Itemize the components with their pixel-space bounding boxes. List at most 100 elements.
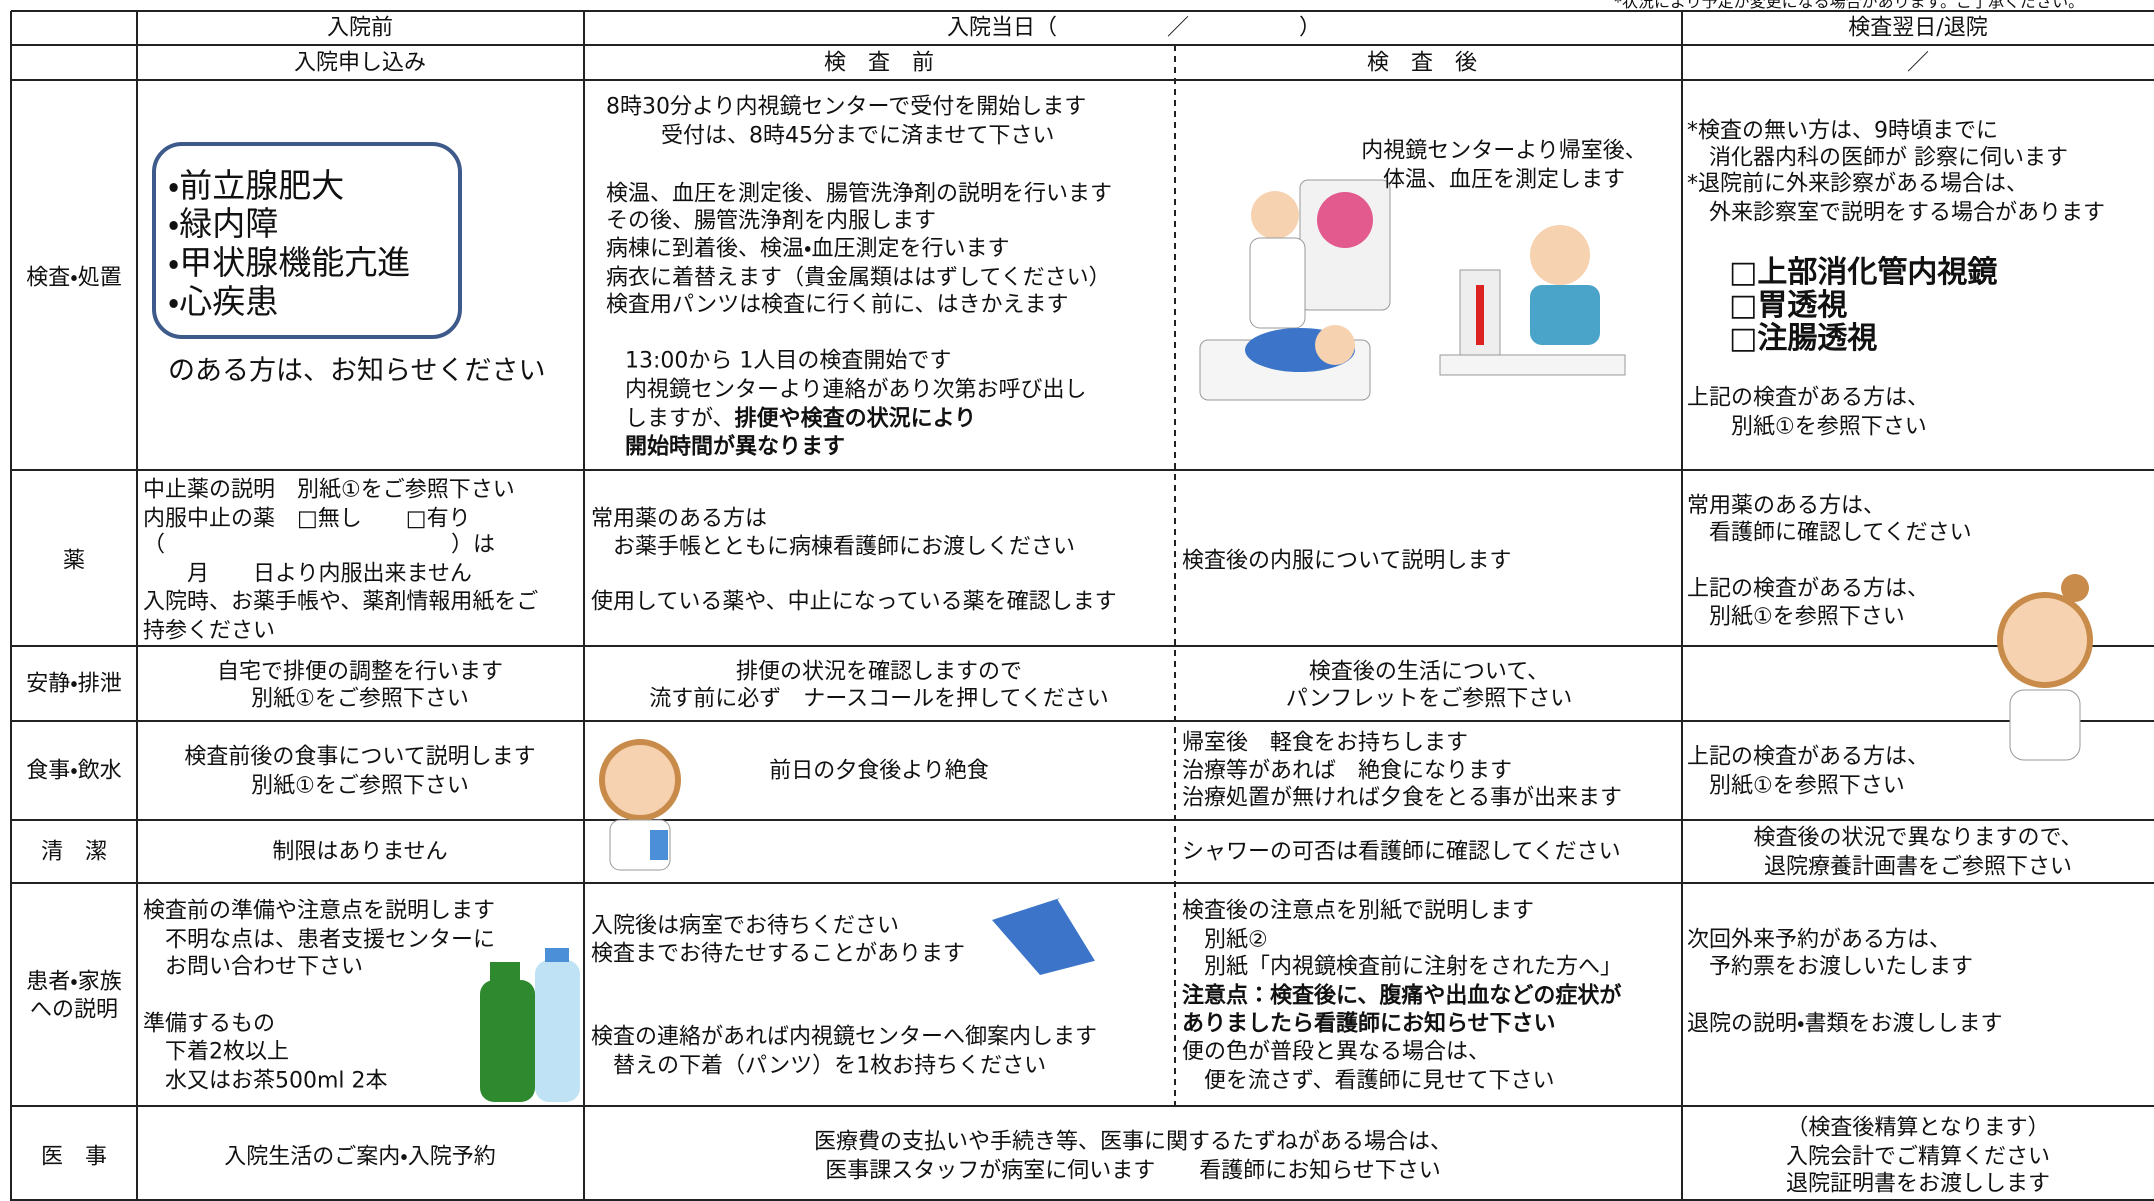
cell-text: 検査後の内服について説明します [1182, 548, 1512, 574]
cell-text: 13:00から 1人目の検査開始です [625, 348, 952, 374]
cell-text: 流す前に必ず ナースコールを押してください [649, 686, 1109, 712]
subheader: 入院申し込み [293, 50, 427, 76]
cell-text: 持参ください [143, 618, 276, 644]
cell-text: 治療等があれば 絶食になります [1182, 758, 1513, 784]
header: 検査翌日/退院 [1848, 15, 1988, 41]
nurse-small-illustration [599, 739, 681, 871]
cell-text: 検査までお待たせすることがあります [591, 941, 966, 967]
row-label: 薬 [62, 548, 86, 574]
cell-text: しますが、排便や検査の状況により [625, 406, 976, 431]
cell-text: のある方は、お知らせください [168, 355, 546, 387]
cell-text: 水又はお茶500ml 2本 [143, 1068, 388, 1094]
cell-text: 別紙「内視鏡検査前に注射をされた方へ」 [1182, 954, 1623, 980]
cell-text: 受付は、8時45分までに済ませて下さい [639, 123, 1055, 149]
row-label: 医 事 [40, 1144, 108, 1170]
cell-text: 自宅で排便の調整を行います [216, 659, 504, 685]
cell-text: 常用薬のある方は [591, 506, 768, 532]
cell-text: 検査前後の食事について説明します [184, 744, 536, 770]
cell-text: 看護師に確認してください [1687, 520, 1972, 546]
cell-text: 不明な点は、患者支援センターに [143, 927, 496, 953]
row-label: 検査・処置 [26, 265, 122, 291]
cell-text: 上記の検査がある方は、 [1687, 576, 1930, 602]
cell-text: 入院時、お薬手帳や、薬剤情報用紙をご [143, 589, 539, 615]
cell-text: 外来診察室で説明をする場合があります [1687, 200, 2106, 226]
row-label: 安静・排泄 [26, 671, 122, 697]
cell-text: □上部消化管内視鏡 [1729, 254, 1998, 290]
cell-text: パンフレットをご参照下さい [1285, 686, 1573, 712]
cell-text: 入院会計でご精算ください [1785, 1144, 2051, 1170]
cell-text: 別紙①を参照下さい [1687, 414, 1927, 440]
cell-text: 検査後の状況で異なりますので、 [1753, 825, 2083, 851]
cell-text: 下着2枚以上 [143, 1039, 289, 1065]
cell-text: （ ）は [143, 532, 496, 558]
cell-text: 8時30分より内視鏡センターで受付を開始します [606, 94, 1087, 120]
cell-text: 医療費の支払いや手続き等、医事に関するたずねがある場合は、 [813, 1129, 1453, 1155]
cell-text: お薬手帳とともに病棟看護師にお渡しください [591, 534, 1076, 560]
cell-text: 病棟に到着後、検温・血圧測定を行います [606, 236, 1010, 262]
cell-text: 常用薬のある方は、 [1687, 493, 1886, 519]
cell-text: 検査用パンツは検査に行く前に、はきかえます [606, 292, 1069, 318]
cell-text: 便を流さず、看護師に見せて下さい [1182, 1068, 1555, 1094]
row-label: 清 潔 [40, 839, 108, 865]
cell-text: 別紙①をご参照下さい [251, 773, 469, 799]
cell-text: 月 日より内服出来ません [143, 561, 472, 587]
cell-text: 退院証明書をお渡しします [1785, 1171, 2051, 1197]
cell-text: シャワーの可否は看護師に確認してください [1182, 839, 1621, 865]
cell-text: 検温、血圧を測定後、腸管洗浄剤の説明を行います [606, 181, 1113, 207]
cell-text: □注腸透視 [1729, 320, 1878, 356]
cell-text: 予約票をお渡しいたします [1687, 954, 1974, 980]
cell-text: 注意点：検査後に、腹痛や出血などの症状が [1182, 983, 1622, 1009]
cell-text: 検査後の生活について、 [1308, 659, 1550, 685]
cell-text: 上記の検査がある方は、 [1687, 385, 1930, 411]
cell-text: 検査後の注意点を別紙で説明します [1182, 898, 1535, 924]
cell-text: 検査前の準備や注意点を説明します [143, 898, 496, 924]
cell-text: 準備するもの [143, 1011, 276, 1037]
cell-text: 入院後は病室でお待ちください [591, 913, 900, 939]
cell-text: 中止薬の説明 別紙①をご参照下さい [143, 477, 515, 503]
cell-text: 排便の状況を確認しますので [735, 659, 1023, 685]
cell-text: ・甲状腺機能亢進 [168, 243, 411, 283]
header: 入院当日（ ／ ） [947, 15, 1322, 41]
nurse-illustration [1997, 574, 2093, 761]
cell-text: お問い合わせ下さい [143, 954, 364, 980]
cell-text: 別紙①を参照下さい [1687, 604, 1905, 630]
cell-text: ・心疾患 [168, 282, 279, 322]
cell-text: 便の色が普段と異なる場合は、 [1182, 1039, 1491, 1065]
note: *状況により予定が変更になる場合があります。ご了承ください。 [1614, 0, 2085, 11]
cell-text: □胃透視 [1729, 287, 1848, 323]
doctor-illustration [1199, 179, 1391, 401]
text-segment: しますが、 [625, 406, 735, 432]
bottles-illustration [480, 948, 580, 1102]
header: 入院前 [326, 15, 394, 41]
cell-text: 別紙①をご参照下さい [251, 686, 469, 712]
row-label: への説明 [29, 997, 119, 1023]
blood-pressure-illustration [1439, 225, 1626, 376]
cell-text: 内視鏡センターより帰室後、 [1361, 138, 1647, 164]
subheader: ／ [1906, 50, 1930, 76]
row-label: 患者・家族 [26, 969, 122, 995]
cell-text: 上記の検査がある方は、 [1687, 744, 1930, 770]
cell-text: 体温、血圧を測定します [1382, 167, 1626, 193]
cell-text: 入院生活のご案内・入院予約 [224, 1144, 496, 1170]
cell-text: 開始時間が異なります [625, 434, 846, 460]
cell-text: *退院前に外来診察がある場合は、 [1687, 171, 2029, 197]
cell-text: 制限はありません [272, 839, 448, 865]
cell-text: 退院の説明・書類をお渡しします [1687, 1011, 2003, 1037]
cell-text: 消化器内科の医師が 診察に伺います [1687, 145, 2068, 171]
underwear-illustration [992, 896, 1101, 975]
cell-text: その後、腸管洗浄剤を内服します [606, 208, 937, 234]
cell-text: 退院療養計画書をご参照下さい [1763, 854, 2073, 880]
subheader: 検 査 前 [823, 50, 935, 76]
cell-text: 内服中止の薬 □無し □有り [143, 506, 471, 532]
row-label: 食事・飲水 [26, 758, 122, 784]
cell-text: 別紙② [1182, 927, 1268, 953]
cell-text: 替えの下着（パンツ）を1枚お持ちください [591, 1053, 1047, 1079]
cell-text: 医事課スタッフが病室に伺います 看護師にお知らせ下さい [825, 1158, 1441, 1184]
subheader: 検 査 後 [1366, 50, 1478, 76]
cell-text: ・前立腺肥大 [168, 166, 345, 206]
cell-text: （検査後精算となります） [1786, 1115, 2050, 1141]
cell-text: 治療処置が無ければ夕食をとる事が出来ます [1182, 785, 1623, 811]
